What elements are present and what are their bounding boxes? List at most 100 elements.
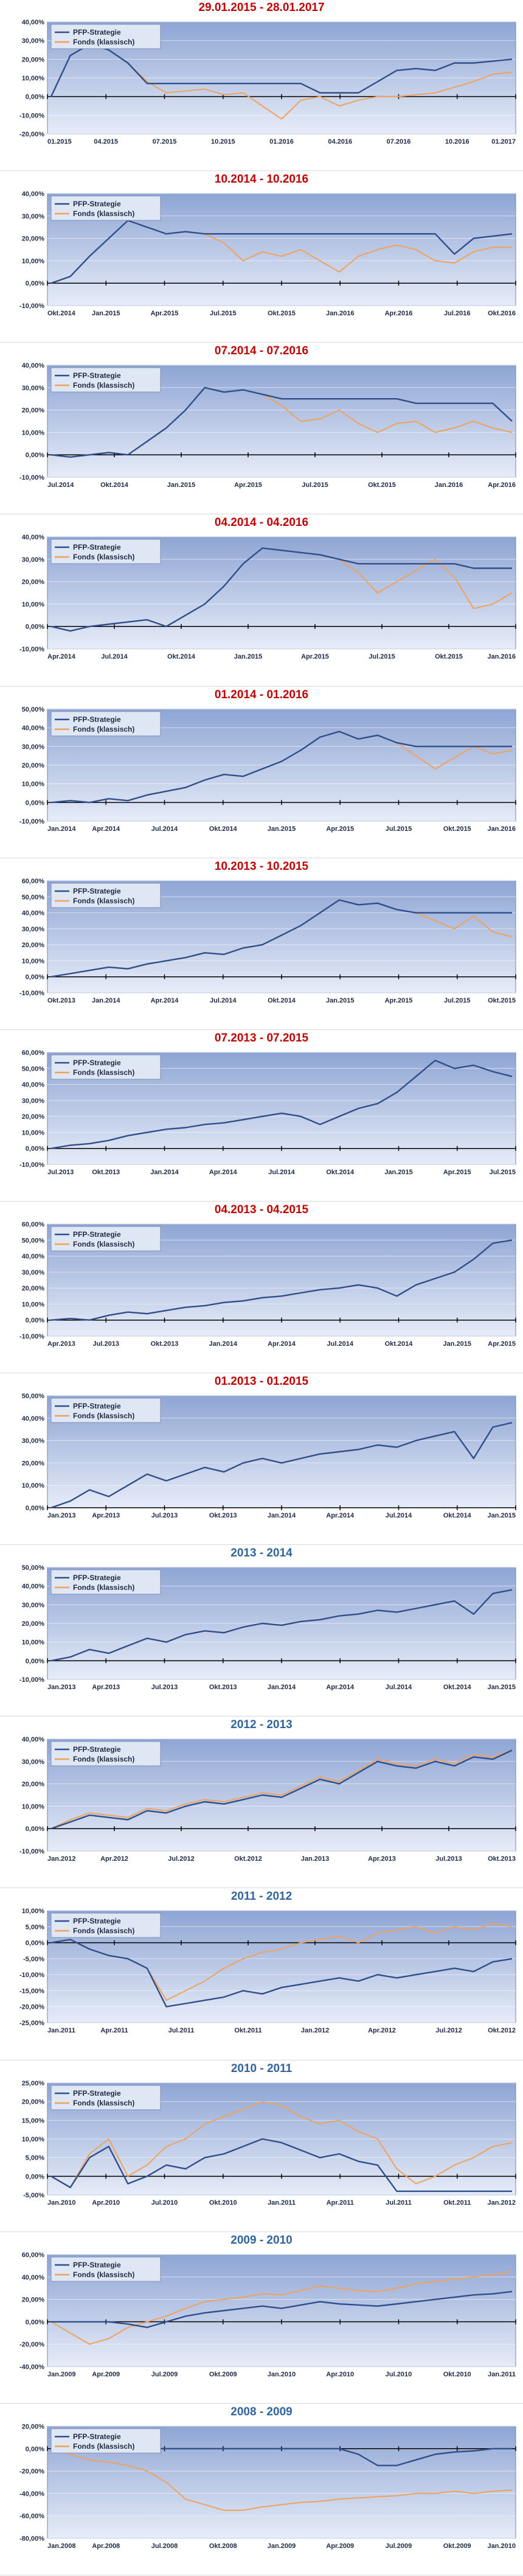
x-tick-label: Okt.2014 bbox=[326, 1169, 355, 1176]
legend-label: PFP-Strategie bbox=[73, 715, 121, 724]
x-tick-label: Okt.2013 bbox=[209, 1684, 237, 1691]
legend-label: PFP-Strategie bbox=[73, 1573, 121, 1582]
y-tick-label: 0,00% bbox=[26, 1317, 44, 1325]
legend-label: PFP-Strategie bbox=[73, 887, 121, 895]
y-tick-label: -20,00% bbox=[19, 2468, 44, 2475]
y-tick-label: 10,00% bbox=[22, 430, 45, 437]
chart-title: 2013 - 2014 bbox=[230, 1547, 293, 1560]
x-tick-label: Apr.2015 bbox=[488, 1340, 516, 1348]
x-tick-label: Okt.2009 bbox=[443, 2543, 471, 2550]
x-tick-label: Okt.2011 bbox=[234, 2027, 262, 2034]
y-tick-label: 10,00% bbox=[22, 258, 45, 265]
x-tick-label: Apr.2014 bbox=[92, 825, 120, 833]
x-tick-label: Jul.2014 bbox=[386, 1512, 412, 1519]
y-tick-label: 50,00% bbox=[22, 1237, 45, 1244]
x-tick-label: Apr.2009 bbox=[326, 2543, 354, 2550]
line-chart: -10,00% 0,00% 10,00% 20,00% 30,00% 40,00% Jul.… bbox=[19, 362, 516, 489]
x-tick-label: Okt.2013 bbox=[151, 1340, 179, 1348]
x-tick-label: Jan.2013 bbox=[47, 1512, 75, 1519]
x-tick-label: Apr.2014 bbox=[326, 1684, 355, 1691]
y-tick-label: 25,00% bbox=[22, 2080, 45, 2087]
y-tick-label: -25,00% bbox=[19, 2020, 44, 2027]
x-tick-label: Jan.2013 bbox=[301, 1855, 329, 1863]
x-tick-label: Okt.2009 bbox=[209, 2371, 237, 2378]
legend-label: Fonds (klassisch) bbox=[73, 1240, 134, 1248]
x-tick-label: Jul.2015 bbox=[302, 481, 328, 489]
y-tick-label: 10,00% bbox=[22, 601, 45, 609]
line-chart: -10,00% 0,00% 10,00% 20,00% 30,00% 40,00% 50,0… bbox=[19, 1564, 516, 1691]
y-tick-label: 60,00% bbox=[22, 1049, 45, 1057]
x-tick-label: Jan.2014 bbox=[268, 1684, 296, 1691]
y-tick-label: 10,00% bbox=[22, 1639, 45, 1647]
y-tick-label: 0,00% bbox=[26, 1505, 44, 1512]
x-tick-label: Jul.2014 bbox=[268, 1169, 295, 1176]
x-tick-label: Okt.2014 bbox=[268, 997, 296, 1004]
chart-block: 01.2014 - 01.2016 -10,00% 0,00% 10,00% 20,00… bbox=[0, 687, 523, 859]
line-chart: -80,00% -60,00% -40,00% -20,00% 0,00% 20,00% J… bbox=[19, 2423, 516, 2550]
chart-block: 04.2013 - 04.2015 -10,00% 0,00% 10,00% 20,00… bbox=[0, 1202, 523, 1374]
x-tick-label: Apr.2011 bbox=[100, 2027, 128, 2034]
legend-label: Fonds (klassisch) bbox=[73, 1755, 134, 1763]
y-tick-label: 0,00% bbox=[26, 94, 44, 101]
x-tick-label: Jan.2012 bbox=[488, 2199, 516, 2207]
x-tick-label: Apr.2014 bbox=[268, 1340, 296, 1348]
x-tick-label: Apr.2014 bbox=[151, 997, 179, 1004]
x-tick-label: Jul.2014 bbox=[151, 825, 178, 833]
line-chart: -10,00% 0,00% 10,00% 20,00% 30,00% 40,00% Apr.… bbox=[19, 534, 516, 660]
x-tick-label: Jan.2013 bbox=[47, 1684, 75, 1691]
chart-divider bbox=[0, 1029, 523, 1030]
legend-box bbox=[50, 2256, 161, 2282]
x-tick-label: Okt.2014 bbox=[167, 653, 196, 660]
y-tick-label: 10,00% bbox=[22, 2136, 45, 2143]
y-tick-label: 30,00% bbox=[22, 743, 45, 751]
y-tick-label: 30,00% bbox=[22, 1602, 45, 1609]
y-tick-label: -20,00% bbox=[19, 2341, 44, 2348]
x-tick-label: Okt.2008 bbox=[209, 2543, 237, 2550]
x-tick-label: Jul.2016 bbox=[444, 310, 470, 317]
x-tick-label: Okt.2015 bbox=[488, 997, 516, 1004]
x-tick-label: Jul.2013 bbox=[151, 1684, 178, 1691]
x-tick-label: Apr.2008 bbox=[92, 2543, 120, 2550]
legend-label: Fonds (klassisch) bbox=[73, 209, 134, 218]
x-tick-label: Okt.2013 bbox=[47, 997, 75, 1004]
y-tick-label: 0,00% bbox=[26, 1940, 44, 1947]
legend-label: PFP-Strategie bbox=[73, 2261, 121, 2269]
y-tick-label: 20,00% bbox=[22, 236, 45, 243]
y-tick-label: 50,00% bbox=[22, 894, 45, 901]
y-tick-label: 20,00% bbox=[22, 2098, 45, 2105]
y-tick-label: -10,00% bbox=[19, 1161, 44, 1169]
y-tick-label: 0,00% bbox=[26, 799, 44, 807]
x-tick-label: Jul.2015 bbox=[490, 1169, 516, 1176]
y-tick-label: -10,00% bbox=[19, 818, 44, 825]
y-tick-label: 20,00% bbox=[22, 762, 45, 769]
x-tick-label: Jul.2013 bbox=[93, 1340, 119, 1348]
y-tick-label: -20,00% bbox=[19, 131, 44, 138]
legend-label: Fonds (klassisch) bbox=[73, 2442, 134, 2451]
series-line-pfp-strategie bbox=[50, 1749, 513, 1830]
chart-title: 10.2013 - 10.2015 bbox=[214, 859, 309, 873]
x-tick-label: Okt.2012 bbox=[488, 2027, 516, 2034]
x-tick-label: Jul.2014 bbox=[101, 653, 128, 660]
y-tick-label: 5,00% bbox=[26, 2154, 44, 2161]
x-tick-label: Okt.2014 bbox=[443, 1512, 472, 1519]
chart-divider bbox=[0, 342, 523, 343]
x-tick-label: Apr.2013 bbox=[92, 1512, 120, 1519]
x-tick-label: Jan.2016 bbox=[326, 310, 354, 317]
y-tick-label: -10,00% bbox=[19, 1333, 44, 1340]
y-tick-label: 30,00% bbox=[22, 1759, 45, 1766]
legend-label: PFP-Strategie bbox=[73, 1402, 121, 1410]
y-tick-label: -5,00% bbox=[23, 2192, 44, 2199]
x-tick-label: Jan.2015 bbox=[488, 1684, 516, 1691]
chart-divider bbox=[0, 2231, 523, 2232]
y-tick-label: 60,00% bbox=[22, 878, 45, 885]
line-chart: 0,00% 10,00% 20,00% 30,00% 40,00% 50,00% Jan.2… bbox=[22, 1393, 516, 1519]
series-line-pfp-strategie bbox=[50, 1422, 513, 1509]
x-tick-label: Jan.2016 bbox=[488, 653, 516, 660]
series-line-pfp-strategie bbox=[50, 43, 513, 97]
